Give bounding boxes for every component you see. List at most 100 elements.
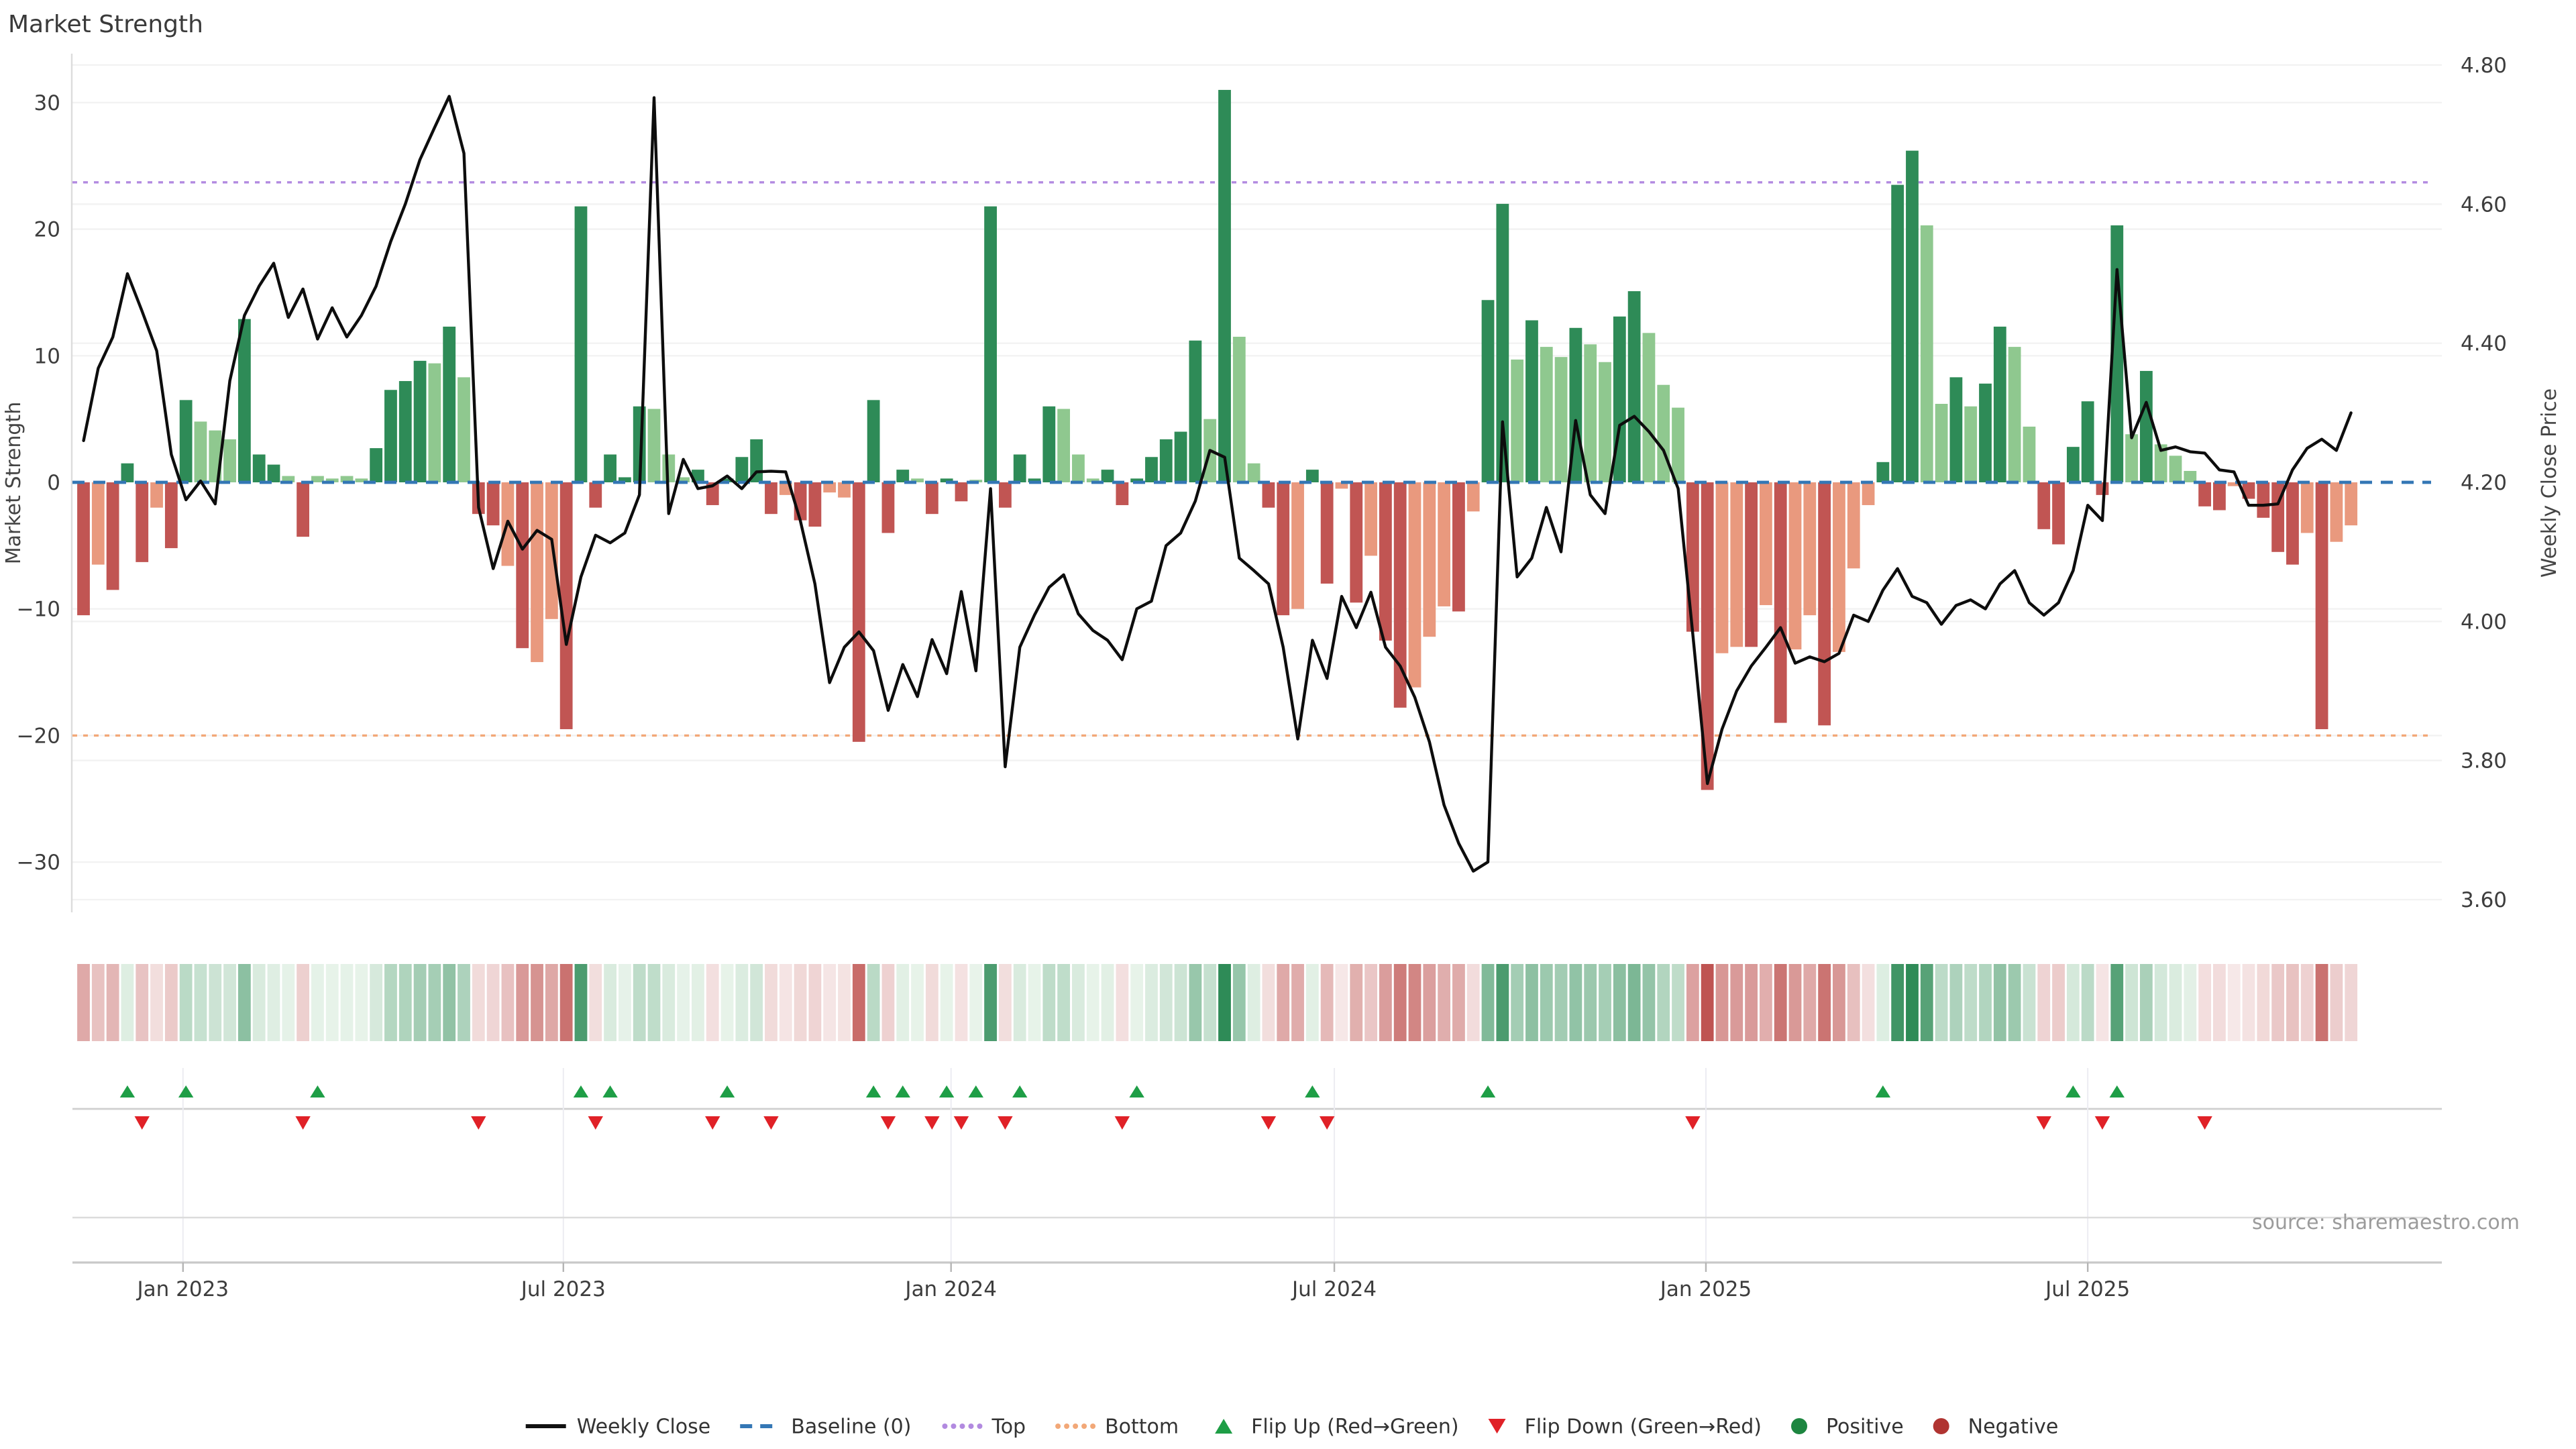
strength-bar [823,482,837,493]
strength-bar [194,421,207,482]
heatmap-cell [443,964,456,1041]
heatmap-cell [370,964,383,1041]
strength-bar [2139,370,2153,482]
heatmap-cell [1511,964,1524,1041]
legend-label: Positive [1826,1415,1904,1438]
heatmap-cell [779,964,792,1041]
source-credit: source: sharemaestro.com [2252,1211,2520,1234]
heatmap-cell [150,964,163,1041]
heatmap-cell [1262,964,1275,1041]
strength-bar [2096,482,2109,495]
strength-bar [677,477,690,482]
heatmap-cell [1584,964,1597,1041]
heatmap-cell [1028,964,1041,1041]
strength-bar [1730,482,1743,647]
heatmap-cell [1788,964,1802,1041]
left-axis-tick: 30 [34,91,60,115]
heatmap-cell [881,964,895,1041]
flip-down-icon [2197,1116,2212,1130]
strength-bar [91,482,105,565]
strength-bar [1262,482,1275,508]
strength-bar [77,482,90,616]
strength-bar [1320,482,1334,584]
strength-bar [106,482,119,590]
strength-bar [1145,457,1158,482]
strength-bar [1847,482,1860,569]
heatmap-cell [2345,964,2358,1041]
flip-up-icon [968,1085,983,1097]
strength-bar [2330,482,2343,542]
strength-bar [1745,482,1758,647]
heatmap-cell [2139,964,2153,1041]
flip-up-icon [1012,1085,1028,1097]
heatmap-cell [1086,964,1099,1041]
legend-item: Weekly Close [525,1415,711,1438]
strength-bar [998,482,1012,508]
right-axis-tick: 3.80 [2461,749,2507,773]
strength-bar [2345,482,2358,526]
strength-bar [940,478,953,482]
legend-label: Flip Up (Red→Green) [1251,1415,1458,1438]
heatmap-cell [604,964,616,1041]
heatmap-cell [1072,964,1085,1041]
strength-bar [531,482,543,662]
strength-bar [1174,431,1187,482]
strength-bar [267,464,280,482]
heatmap-cell [735,964,749,1041]
strength-bar [1657,384,1670,482]
strength-bar [398,381,412,482]
heatmap-cell [1042,964,1056,1041]
left-axis-tick: −30 [17,851,60,875]
heatmap-cell [2023,964,2036,1041]
legend-item: Top [942,1415,1026,1438]
heatmap-cell [1569,964,1582,1041]
strength-bar [2169,455,2182,482]
legend-label: Weekly Close [577,1415,711,1438]
heatmap-cell [1218,964,1231,1041]
flip-up-icon [1305,1085,1320,1097]
strength-bar [1116,482,1129,505]
heatmap-cell [1715,964,1729,1041]
legend-label: Flip Down (Green→Red) [1525,1415,1762,1438]
heatmap-cell [2154,964,2167,1041]
flip-down-icon [1260,1116,1277,1130]
legend-label: Top [991,1415,1026,1438]
heatmap-cell [1203,964,1217,1041]
strength-bar [2184,471,2197,482]
heatmap-cell [662,964,676,1041]
heatmap-cell [1305,964,1319,1041]
heatmap-cell [1277,964,1290,1041]
heatmap-cell [1862,964,1875,1041]
flip-up-icon [938,1085,955,1097]
strength-bar [311,476,324,482]
strength-bar [618,477,631,482]
strength-bar [1291,482,1304,609]
heatmap-cell [1130,964,1144,1041]
heatmap-cell [720,964,734,1041]
strength-bar [1232,336,1246,482]
strength-bar [1876,462,1890,482]
strength-bar [1086,478,1099,482]
heatmap-cell [1627,964,1641,1041]
strength-bar [2052,482,2065,545]
legend-label: Baseline (0) [791,1415,911,1438]
strength-bar [1277,482,1290,616]
flip-up-icon [119,1085,136,1097]
strength-bar [867,400,880,482]
heatmap-cell [1466,964,1480,1041]
flip-up-icon [1215,1419,1233,1434]
heatmap-cell [589,964,602,1041]
heatmap-cell [1979,964,1992,1041]
heatmap-cell [574,964,588,1041]
strength-bar [1803,482,1817,616]
heatmap-cell [1320,964,1334,1041]
x-axis-label: Jan 2023 [136,1277,229,1301]
flip-markers [72,1068,2442,1263]
dotted-line-swatch [1073,1424,1079,1429]
right-axis-title: Weekly Close Price [2538,388,2561,578]
heatmap-cell [765,964,777,1041]
strength-bar [647,409,661,482]
heatmap-cell [1701,964,1714,1041]
heatmap-cell [164,964,178,1041]
